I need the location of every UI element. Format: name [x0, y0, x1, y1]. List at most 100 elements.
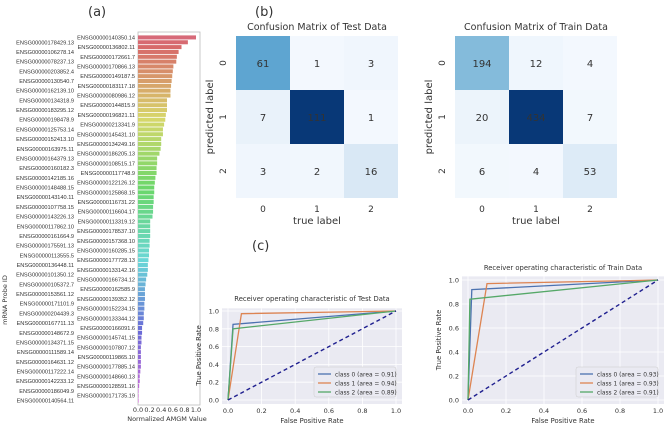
- bar: [138, 277, 147, 282]
- bar: [138, 170, 157, 176]
- matrix-cell: [236, 36, 290, 90]
- roc-curve: [467, 279, 659, 401]
- bar: [138, 282, 146, 287]
- roc-train: Receiver operating characteristic of Tra…: [435, 264, 664, 425]
- cell-value: 61: [257, 59, 270, 70]
- bar-label: ENSG00000116604.17: [78, 210, 135, 216]
- bar: [138, 88, 171, 93]
- legend-entry: class 0 (area = 0.93): [597, 372, 659, 378]
- x-tick-label: 2: [368, 205, 374, 215]
- cell-value: 4: [587, 59, 593, 70]
- y-axis-label: mRNA Probe ID: [1, 275, 9, 325]
- cell-value: 194: [472, 59, 491, 70]
- cell-value: 20: [476, 113, 489, 124]
- bar: [138, 117, 166, 122]
- bar-label: ENSG00000122126.12: [77, 181, 135, 187]
- bar-label: ENSG00000183117.18: [78, 84, 135, 90]
- bar: [138, 253, 150, 258]
- bar-label: ENSG00000164631.12: [16, 360, 74, 366]
- bar: [138, 103, 167, 108]
- x-tick-label: 0.6: [168, 406, 178, 414]
- bar: [138, 306, 145, 311]
- bar-label: ENSG00000175591.13: [16, 244, 74, 250]
- cell-value: 4: [533, 167, 539, 178]
- bar-label: ENSG00000106278.14: [16, 50, 74, 56]
- bar-label: ENSG00000130540.7: [19, 79, 74, 85]
- bar-label: ENSG00000134318.9: [19, 98, 74, 104]
- bar: [138, 35, 196, 40]
- x-axis-label: true label: [293, 216, 341, 227]
- x-tick-label: 0.8: [357, 407, 367, 415]
- bar-label: ENSG00000143140.11: [17, 195, 74, 201]
- x-tick-label: 1.0: [391, 407, 401, 415]
- bar-label: ENSG00000171101.9: [20, 302, 74, 308]
- bar: [138, 292, 145, 297]
- diagonal-reference-line: [227, 310, 397, 401]
- legend: [575, 366, 659, 398]
- bar: [138, 287, 145, 292]
- diagonal-reference-line: [467, 279, 659, 401]
- bar-label: ENSG00000133344.12: [77, 316, 135, 322]
- bar-label: ENSG00000117222.14: [17, 370, 74, 376]
- cell-value: 12: [530, 59, 543, 70]
- bar: [138, 272, 148, 277]
- matrix-cell: [509, 90, 563, 144]
- roc-curve: [227, 310, 397, 401]
- bar-label: ENSG00000148672.9: [19, 331, 74, 337]
- x-tick-label: 0: [260, 205, 266, 215]
- x-axis-label: False Positive Rate: [280, 417, 343, 425]
- bar-label: ENSG00000125753.14: [16, 127, 74, 133]
- cell-value: 6: [479, 167, 485, 178]
- bar: [138, 345, 141, 350]
- x-tick-label: 0.2: [144, 406, 154, 414]
- bar: [138, 267, 148, 272]
- matrix-cell: [344, 144, 398, 198]
- bar-label: ENSG00000167711.13: [17, 321, 74, 327]
- bar: [138, 156, 158, 161]
- bar: [138, 219, 151, 224]
- bar-label: ENSG00000203852.4: [19, 69, 74, 75]
- y-tick-label: 0.0: [449, 397, 459, 405]
- bar-label: ENSG00000116731.22: [78, 200, 135, 206]
- x-axis-label: Normalized AMGM Value: [127, 415, 207, 423]
- bar: [138, 321, 144, 326]
- bar: [138, 49, 179, 54]
- bar-label: ENSG00000186205.13: [77, 152, 135, 158]
- bar: [138, 64, 174, 69]
- bar: [138, 209, 154, 214]
- legend-entry: class 0 (area = 0.91): [335, 372, 397, 378]
- bar: [138, 161, 158, 166]
- x-tick-label: 0.6: [324, 407, 334, 415]
- bar: [138, 200, 154, 205]
- cell-value: 111: [307, 113, 326, 124]
- legend-entry: class 2 (area = 0.89): [335, 390, 397, 396]
- panel-label-c: (c): [252, 239, 269, 254]
- bar-label: ENSG00000140350.14: [77, 35, 135, 41]
- bar-label: ENSG00000139352.12: [77, 297, 135, 303]
- bar-label: ENSG00000171735.19: [77, 394, 135, 400]
- bar: [138, 369, 141, 374]
- bar-label: ENSG00000136802.11: [78, 45, 135, 51]
- bar: [138, 393, 139, 398]
- y-tick-label: 0.6: [209, 343, 219, 351]
- matrix-cell: [344, 36, 398, 90]
- bar: [138, 54, 177, 59]
- bar-label: ENSG00000117862.10: [17, 224, 74, 230]
- bar-label: ENSG00000153561.12: [16, 292, 74, 298]
- y-tick-label: 0.2: [209, 379, 219, 387]
- bar: [138, 141, 162, 146]
- x-tick-label: 1: [314, 205, 320, 215]
- bar: [138, 175, 156, 180]
- matrix-cell: [509, 144, 563, 198]
- cell-value: 1: [368, 113, 374, 124]
- chart-title: Receiver operating characteristic of Tes…: [234, 295, 389, 303]
- x-tick-label: 0.0: [223, 407, 233, 415]
- bar: [138, 195, 154, 200]
- y-axis-label: predicted label: [424, 80, 435, 155]
- cell-value: 53: [584, 167, 597, 178]
- bar-label: ENSG00000213341.9: [80, 123, 135, 129]
- x-tick-label: 0.8: [179, 406, 189, 414]
- bar-label: ENSG00000163975.11: [17, 147, 74, 153]
- bar: [138, 258, 149, 263]
